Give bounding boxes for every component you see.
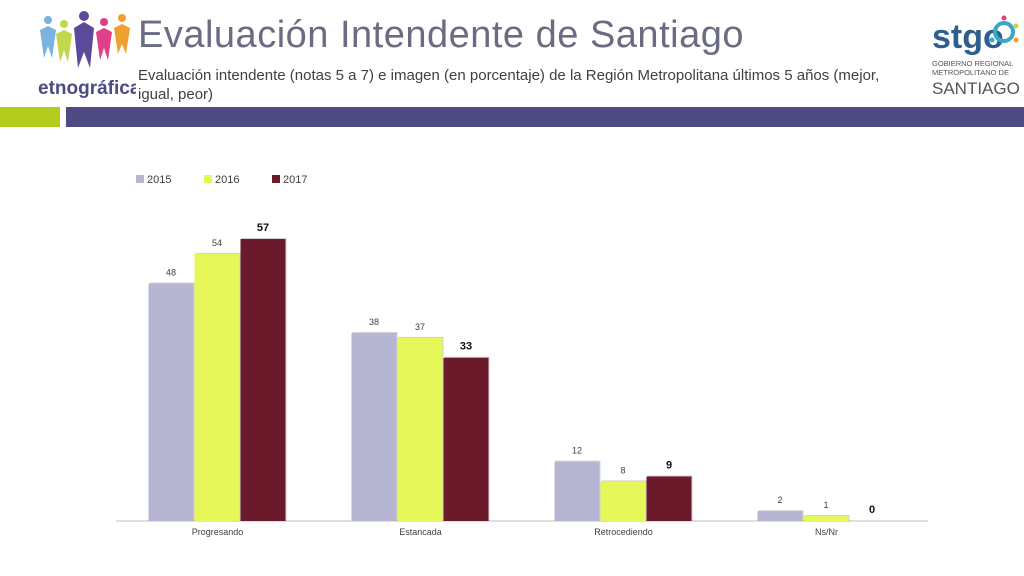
stgo-line2: METROPOLITANO DE [932,68,1009,77]
page-subtitle: Evaluación intendente (notas 5 a 7) e im… [138,67,880,103]
stgo-line1: GOBIERNO REGIONAL [932,59,1013,68]
bar-2016-estancada [397,337,443,521]
data-label-2015-ns/nr: 2 [777,495,782,505]
legend-label-2016: 2016 [215,174,239,186]
data-label-2015-estancada: 38 [369,317,379,327]
legend-label-2017: 2017 [283,174,307,186]
etnografica-logo: etnográfica [38,11,136,99]
data-label-2017-estancada: 33 [460,341,472,353]
bar-2016-ns/nr [803,516,849,521]
data-label-2017-retrocediendo: 9 [666,459,672,471]
data-label-2017-ns/nr: 0 [869,504,875,516]
data-label-2016-estancada: 37 [415,322,425,332]
legend-label-2015: 2015 [147,174,171,186]
star-burst-icon [989,15,1019,43]
stgo-wordmark: stgo [932,18,1004,56]
bar-2016-retrocediendo [600,481,646,521]
bar-2017-retrocediendo [646,476,692,521]
header-accent-green [0,107,60,127]
stgo-logo: stgo GOBIERNO REGIONAL METROPOLITANO DE … [932,15,1020,98]
bar-2015-retrocediendo [554,461,600,521]
people-figures-icon [40,11,130,68]
legend-swatch-2016 [204,175,212,183]
header-accent-purple [66,107,1024,127]
bar-2015-progresando [148,283,194,521]
bar-2017-progresando [240,239,286,521]
data-label-2016-retrocediendo: 8 [620,465,625,475]
bar-2016-progresando [194,253,240,521]
data-label-2016-progresando: 54 [212,238,222,248]
x-tick-label-estancada: Estancada [399,527,442,537]
legend-swatch-2017 [272,175,280,183]
etnografica-wordmark: etnográfica [38,78,136,99]
page-title: Evaluación Intendente de Santiago [138,14,744,56]
data-label-2017-progresando: 57 [257,222,269,234]
bar-2017-estancada [443,357,489,521]
data-label-2015-progresando: 48 [166,268,176,278]
legend-swatch-2015 [136,175,144,183]
data-label-2015-retrocediendo: 12 [572,446,582,456]
data-label-2016-ns/nr: 1 [823,500,828,510]
x-tick-label-retrocediendo: Retrocediendo [594,527,653,537]
x-tick-label-progresando: Progresando [192,527,244,537]
stgo-line3: SANTIAGO [932,79,1020,98]
bar-2015-ns/nr [757,511,803,521]
bar-2015-estancada [351,333,397,521]
x-tick-label-ns-nr: Ns/Nr [815,527,838,537]
